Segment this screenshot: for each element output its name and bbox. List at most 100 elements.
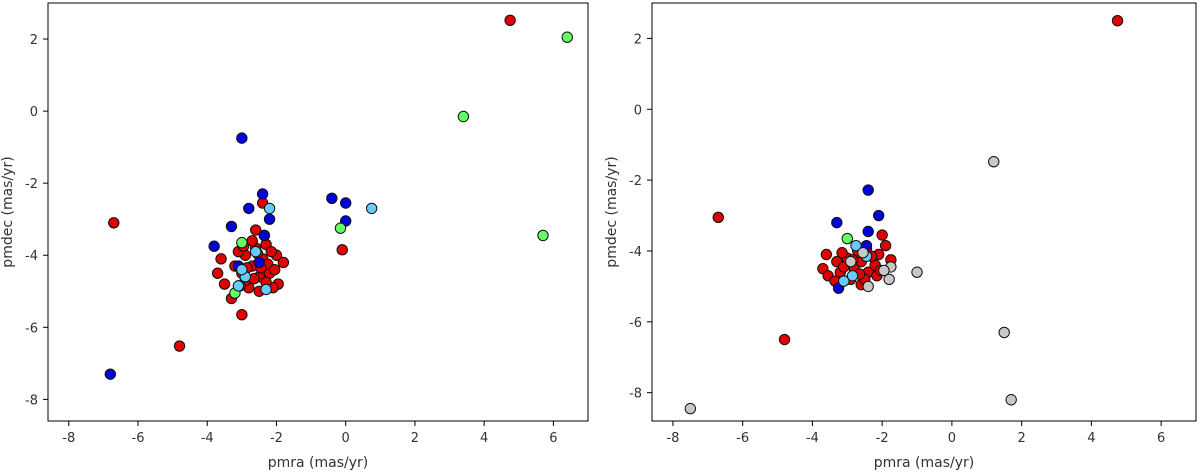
data-point <box>879 239 892 252</box>
data-point <box>243 202 255 215</box>
y-tick-label: -2 <box>25 177 38 192</box>
series-3 <box>229 31 573 299</box>
data-point <box>211 267 224 279</box>
data-point <box>249 245 262 258</box>
data-point <box>269 263 281 276</box>
data-point <box>862 225 874 238</box>
data-point <box>218 278 231 290</box>
data-point <box>277 256 290 269</box>
x-tick-label: 2 <box>411 431 419 446</box>
data-point <box>236 132 248 144</box>
data-point <box>845 255 857 268</box>
data-point <box>841 232 853 245</box>
data-point <box>336 244 348 256</box>
y-tick-label: 2 <box>634 32 642 47</box>
data-point <box>684 402 697 415</box>
y-tick-label: -4 <box>25 249 38 264</box>
data-point <box>778 333 791 346</box>
x-tick-label: 6 <box>1157 431 1165 446</box>
y-tick-label: 0 <box>30 105 38 120</box>
y-tick-label: 2 <box>30 33 38 48</box>
data-point <box>831 216 843 229</box>
x-tick-label: 4 <box>1087 431 1095 446</box>
series-2 <box>831 184 885 294</box>
x-axis-title: pmra (mas/yr) <box>874 455 975 471</box>
plot-area-frame <box>651 2 1197 422</box>
x-axis-title: pmra (mas/yr) <box>268 455 369 471</box>
series-5 <box>684 155 1017 415</box>
data-point <box>504 14 516 26</box>
data-point <box>232 280 245 292</box>
data-point <box>208 240 220 252</box>
data-point <box>260 283 272 296</box>
series-2 <box>104 132 352 380</box>
data-point <box>862 184 874 196</box>
data-point <box>878 264 890 277</box>
data-point <box>537 229 549 242</box>
y-tick-label: -6 <box>629 316 642 331</box>
series-3 <box>841 232 853 245</box>
data-point <box>326 192 338 205</box>
data-point <box>249 224 262 236</box>
y-tick-label: -6 <box>25 321 38 336</box>
y-tick-label: -2 <box>629 174 642 189</box>
data-point <box>173 340 186 352</box>
x-tick-label: 2 <box>1018 431 1026 446</box>
data-point <box>872 209 885 222</box>
x-tick-label: 4 <box>480 431 488 446</box>
data-point <box>104 368 117 380</box>
x-tick-label: -6 <box>736 431 749 446</box>
chart-panel-1: -8 -6 -4 -2 0 2 4 6 -8 -6 -4 -2 0 2 pmra (mas/yr) pmdec… <box>0 2 589 471</box>
data-point <box>862 280 874 293</box>
data-point <box>225 220 238 233</box>
y-tick-label: -8 <box>629 387 642 402</box>
x-tick-label: 6 <box>549 431 557 446</box>
data-point <box>236 236 248 249</box>
x-tick-label: -4 <box>201 431 214 446</box>
data-point <box>998 326 1010 339</box>
series-4 <box>232 202 378 296</box>
x-tick-label: -8 <box>62 431 75 446</box>
data-point <box>265 245 277 258</box>
data-point <box>215 253 227 265</box>
data-point <box>1005 394 1017 406</box>
data-point <box>836 247 848 259</box>
data-point <box>365 202 378 215</box>
series-1 <box>108 14 516 352</box>
data-point <box>263 213 276 225</box>
data-point <box>712 211 724 224</box>
x-tick-label: -6 <box>132 431 145 446</box>
plot-area-frame <box>47 2 589 422</box>
data-point <box>256 188 269 200</box>
x-tick-label: 0 <box>948 431 956 446</box>
x-tick-label: -4 <box>806 431 819 446</box>
y-tick-label: 0 <box>634 103 642 118</box>
data-point <box>457 110 470 123</box>
data-point <box>258 229 271 242</box>
x-tick-label: 0 <box>342 431 350 446</box>
data-point <box>236 308 248 321</box>
data-point <box>561 31 573 43</box>
y-tick-label: -4 <box>629 245 642 260</box>
data-point <box>339 197 352 209</box>
data-point <box>334 222 347 234</box>
data-point <box>883 273 895 286</box>
data-point <box>253 256 265 269</box>
x-tick-label: -2 <box>270 431 283 446</box>
data-point <box>846 270 859 282</box>
y-axis-title: pmdec (mas/yr) <box>0 156 16 267</box>
y-axis-title: pmdec (mas/yr) <box>604 156 620 267</box>
data-point <box>988 155 1000 168</box>
chart-panel-2: -8 -6 -4 -2 0 2 4 6 -8 -6 -4 -2 0 2 pmra (mas/yr) pmdec… <box>604 2 1197 471</box>
data-point <box>876 229 888 241</box>
data-point <box>838 275 850 287</box>
data-point <box>857 247 869 259</box>
data-point <box>263 202 276 215</box>
x-tick-label: -8 <box>666 431 679 446</box>
data-point <box>820 248 833 261</box>
y-tick-label: -8 <box>25 393 38 408</box>
data-point <box>850 239 862 252</box>
data-point <box>1111 15 1124 27</box>
x-tick-label: -2 <box>876 431 889 446</box>
data-point <box>911 266 923 278</box>
